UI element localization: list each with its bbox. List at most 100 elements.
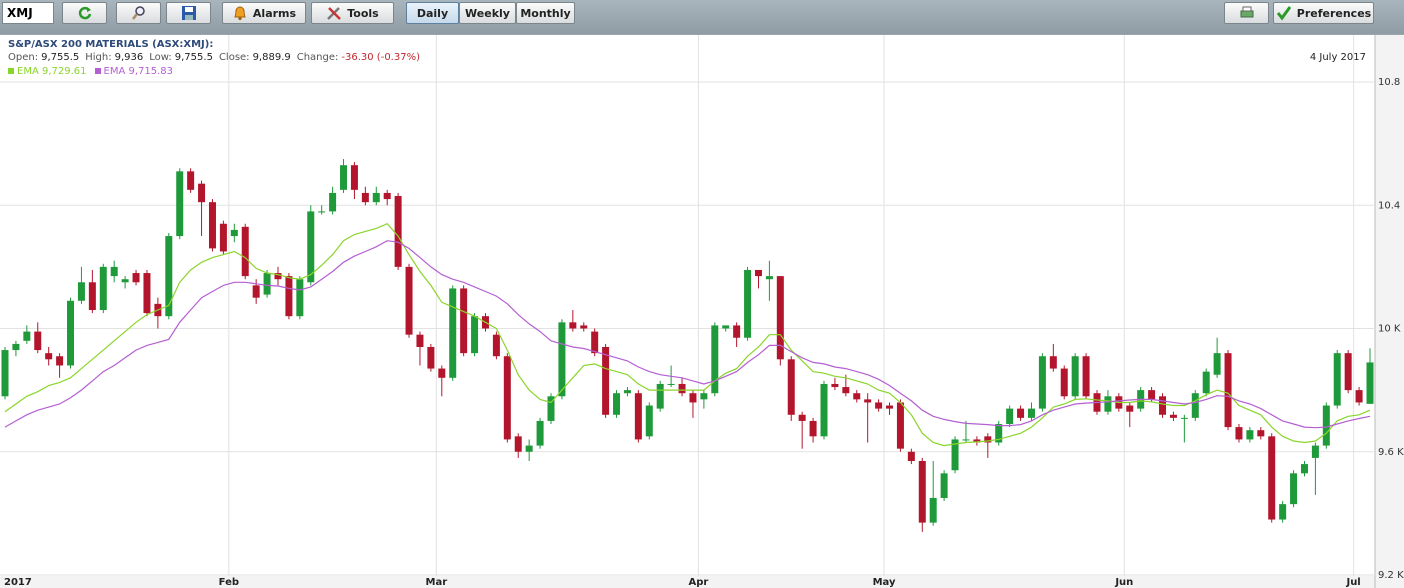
x-tick-label: 2017 [4, 577, 32, 588]
candle-body [427, 346, 435, 369]
y-axis-band [1375, 35, 1404, 588]
candle-body [711, 325, 719, 394]
ema-line [4, 222, 1371, 447]
quote-label: Low: [149, 52, 172, 63]
candle-body [252, 285, 260, 298]
candle-body [1169, 414, 1177, 418]
x-tick-label: Mar [426, 577, 448, 588]
candle-body [383, 192, 391, 200]
candle-body [56, 356, 64, 366]
candle-body [99, 266, 107, 311]
weekly-button[interactable]: Weekly [459, 2, 516, 24]
candle-body [1126, 405, 1134, 412]
candle-body [1148, 390, 1156, 400]
candle-body [1224, 353, 1232, 428]
candle-body [547, 396, 555, 421]
preferences-button[interactable]: Preferences [1273, 2, 1374, 24]
y-tick-label: 10.4 K [1378, 200, 1404, 211]
candle-body [329, 192, 337, 212]
candle-body [1104, 396, 1112, 412]
monthly-button[interactable]: Monthly [516, 2, 575, 24]
tools-button[interactable]: Tools [311, 2, 394, 24]
candle-body [230, 229, 238, 237]
legend-item: EMA 9,715.83 [94, 66, 174, 77]
candle-body [765, 276, 773, 280]
candle-body [45, 353, 53, 360]
tools-icon [327, 7, 342, 20]
candle-body [165, 236, 173, 317]
candle-body [820, 383, 828, 437]
x-tick-label: Jun [1114, 577, 1133, 588]
candle-body [1017, 408, 1025, 418]
candle-body [361, 192, 369, 203]
refresh-icon [78, 6, 91, 20]
candle-body [645, 405, 653, 437]
save-icon [181, 6, 196, 20]
refresh-button[interactable] [62, 2, 107, 24]
candle-body [296, 279, 304, 317]
candle-body [580, 325, 588, 329]
zoom-button[interactable] [116, 2, 161, 24]
candle-body [67, 300, 75, 366]
candle-body [1322, 405, 1330, 446]
candle-body [525, 445, 533, 452]
candle-body [23, 331, 31, 341]
candle-body [853, 393, 861, 400]
candle-body [1268, 436, 1276, 520]
candle-body [776, 276, 784, 360]
candle-body [143, 273, 151, 314]
quote-label: Open: [8, 52, 39, 63]
alarm-icon [234, 6, 246, 21]
y-tick-label: 10.8 K [1378, 77, 1404, 88]
candle-body [1191, 393, 1199, 418]
candle-body [700, 393, 708, 400]
candle-body [241, 226, 249, 277]
candle-body [842, 387, 850, 394]
candle-body [1246, 430, 1254, 440]
quote-value: 9,889.9 [252, 52, 291, 63]
candle-body [918, 460, 926, 523]
candle-body [1355, 390, 1363, 403]
candle-body [656, 383, 664, 409]
quote-label: Change: [296, 52, 339, 63]
candle-body [973, 439, 981, 443]
candle-body [1159, 396, 1167, 415]
candle-body [274, 273, 282, 280]
candle-body [1213, 353, 1221, 375]
candle-body [350, 165, 358, 190]
quote-value: 9,936 [114, 52, 144, 63]
candle-body [1290, 473, 1298, 505]
print-button[interactable] [1224, 2, 1269, 24]
candle-body [667, 383, 675, 385]
legend-label: EMA 9,715.83 [103, 66, 174, 77]
candle-body [34, 331, 42, 351]
symbol-input[interactable]: XMJ [2, 2, 54, 24]
candle-body [372, 192, 380, 203]
candle-body [744, 269, 752, 338]
candle-body [405, 266, 413, 335]
candle-body [591, 331, 599, 354]
legend-swatch [8, 68, 14, 74]
candle-body [689, 393, 697, 403]
daily-button[interactable]: Daily [406, 2, 459, 24]
candle-body [1038, 356, 1046, 409]
alarms-button[interactable]: Alarms [222, 2, 306, 24]
candle-body [471, 316, 479, 354]
x-tick-label: May [873, 577, 896, 588]
y-tick-label: 9.2 K [1378, 570, 1404, 581]
candle-body [875, 402, 883, 409]
chart-title: S&P/ASX 200 MATERIALS (ASX:XMJ): [8, 39, 214, 50]
candle-body [678, 383, 686, 394]
quote-value: 9,755.5 [174, 52, 213, 63]
candle-body [460, 288, 468, 354]
candle-body [503, 356, 511, 440]
ema-line [4, 240, 1371, 429]
y-tick-label: 10 K [1378, 324, 1401, 335]
save-button[interactable] [166, 2, 211, 24]
candle-body [558, 322, 566, 397]
chart-panel [0, 35, 1404, 588]
candle-body [940, 473, 948, 498]
candle-body [340, 165, 348, 190]
candle-body [1257, 430, 1265, 437]
candle-body [984, 436, 992, 443]
